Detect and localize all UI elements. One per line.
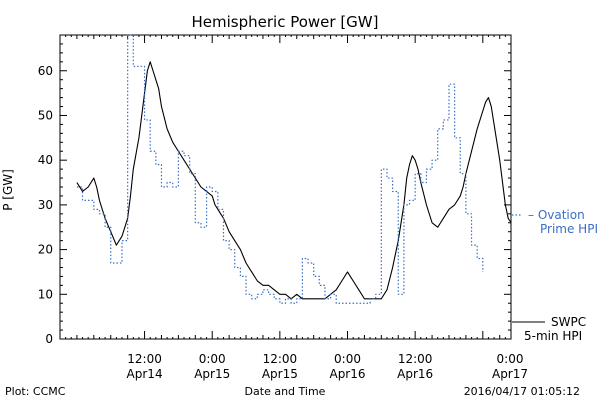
x-tick-label-date: Apr14: [127, 367, 163, 381]
x-tick-label-time: 12:00: [398, 352, 433, 366]
legend-label-swpc-line2: 5-min HPI: [524, 329, 582, 343]
y-tick-label: 0: [45, 332, 53, 346]
footer-timestamp: 2016/04/17 01:05:12: [464, 385, 580, 398]
y-axis-label: P [GW]: [1, 169, 15, 211]
y-tick-label: 20: [38, 243, 53, 257]
x-tick-label-time: 12:00: [263, 352, 298, 366]
y-tick-label: 10: [38, 287, 53, 301]
x-axis-label: Date and Time: [245, 385, 326, 398]
y-tick-label: 60: [38, 64, 53, 78]
x-tick-label-date: Apr16: [397, 367, 433, 381]
x-tick-label-date: Apr17: [492, 367, 528, 381]
legend-label-swpc-line1: SWPC: [551, 315, 586, 329]
footer-left: Plot: CCMC: [5, 385, 66, 398]
legend-label-ovation-line1: – Ovation: [528, 208, 585, 222]
y-axis-ticks: 0 10 20 30 40 50 60: [38, 34, 511, 346]
x-tick-label-date: Apr16: [329, 367, 365, 381]
y-tick-label: 50: [38, 108, 53, 122]
legend-label-ovation-line2: Prime HPI: [540, 222, 598, 236]
series-line-1: [76, 34, 484, 304]
x-tick-label-date: Apr15: [194, 367, 230, 381]
x-tick-label-time: 0:00: [199, 352, 226, 366]
y-tick-label: 40: [38, 153, 53, 167]
series-line-0: [76, 61, 512, 300]
x-axis-ticks: 12:00Apr140:00Apr1512:00Apr150:00Apr1612…: [65, 35, 528, 381]
x-tick-label-time: 12:00: [127, 352, 162, 366]
x-tick-label-time: 0:00: [497, 352, 524, 366]
x-tick-label-date: Apr15: [262, 367, 298, 381]
chart-title: Hemispheric Power [GW]: [192, 13, 379, 31]
data-series: [76, 34, 512, 304]
y-tick-label: 30: [38, 198, 53, 212]
x-tick-label-time: 0:00: [334, 352, 361, 366]
